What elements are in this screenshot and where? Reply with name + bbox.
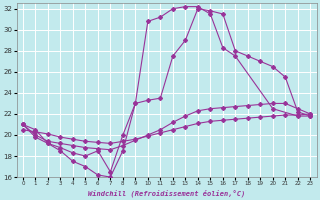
X-axis label: Windchill (Refroidissement éolien,°C): Windchill (Refroidissement éolien,°C) (88, 189, 245, 197)
